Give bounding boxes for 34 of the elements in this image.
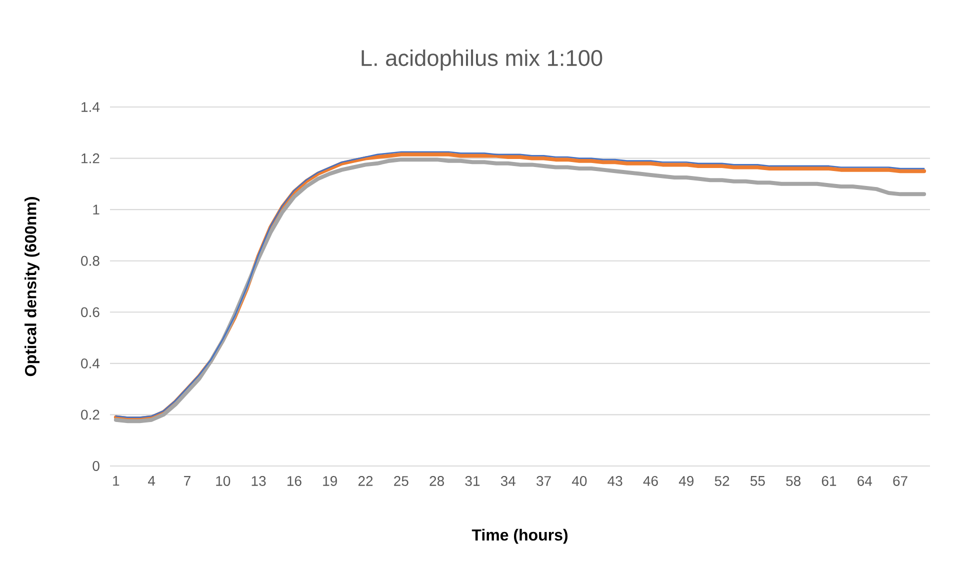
chart-title: L. acidophilus mix 1:100 (362, 49, 602, 71)
x-tick-label: 19 (323, 476, 337, 486)
y-tick-label: 0.8 (81, 256, 100, 266)
x-tick-label: 10 (216, 476, 230, 486)
x-axis-title: Time (hours) (472, 528, 568, 544)
x-tick-label: 28 (430, 476, 444, 486)
x-tick-label: 40 (572, 476, 587, 486)
y-tick-label: 0.4 (81, 358, 100, 368)
x-tick-label: 67 (893, 476, 908, 486)
x-tick-label: 16 (287, 476, 302, 486)
y-tick-label: 1.2 (82, 153, 100, 164)
x-tick-label: 4 (148, 476, 156, 486)
x-tick-label: 37 (536, 476, 551, 486)
x-tick-label: 61 (822, 476, 836, 486)
y-tick-label: 0.6 (81, 307, 100, 318)
x-tick-label: 43 (608, 476, 622, 486)
x-tick-label: 13 (252, 476, 266, 486)
x-tick-label: 52 (714, 476, 730, 486)
x-tick-label: 22 (358, 476, 373, 486)
x-tick-label: 34 (500, 476, 516, 486)
x-tick-label: 55 (750, 476, 765, 486)
x-tick-label: 1 (113, 476, 120, 486)
x-tick-label: 7 (184, 476, 190, 486)
y-tick-label: 1 (93, 204, 100, 214)
y-tick-label: 1.4 (82, 102, 100, 112)
x-tick-label: 31 (465, 476, 480, 486)
y-tick-label: 0 (92, 461, 100, 471)
x-tick-label: 46 (643, 476, 658, 486)
x-tick-label: 64 (858, 476, 872, 486)
y-tick-label: 0.2 (81, 410, 100, 420)
x-tick-label: 49 (678, 476, 694, 486)
x-tick-label: 58 (786, 476, 801, 486)
y-axis-title: Optical density (600nm) (24, 197, 40, 376)
x-tick-label: 25 (394, 476, 408, 486)
